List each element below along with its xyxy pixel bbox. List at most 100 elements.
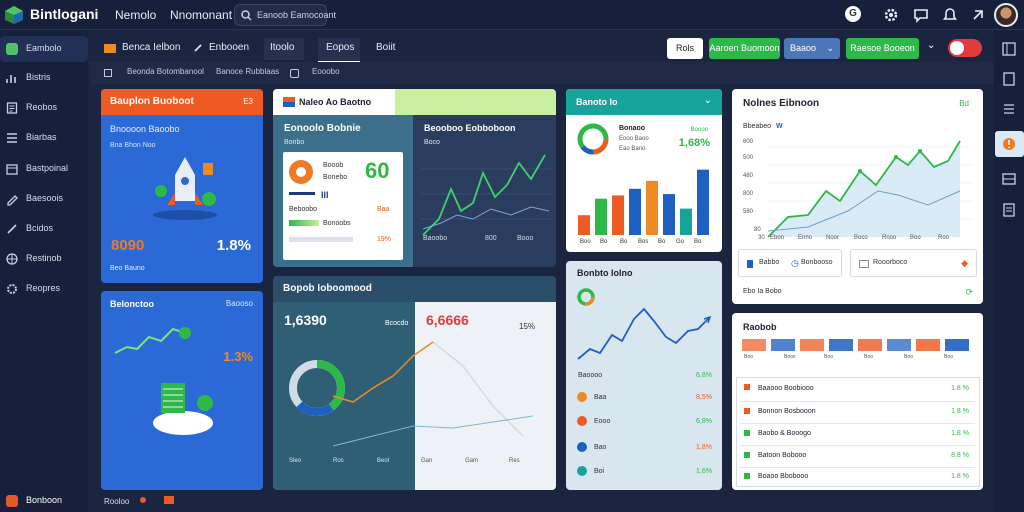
- sidebar-item-2[interactable]: Reobos: [0, 95, 88, 121]
- revenue-footer-box-1[interactable]: Babbo ◷ Bonbooso: [738, 249, 842, 277]
- subrow-item-0[interactable]: Beonda Botombanool: [127, 67, 204, 76]
- tab-2[interactable]: Eopos: [326, 42, 355, 53]
- toggle-switch[interactable]: [948, 39, 982, 57]
- kpi-card-code: E3: [243, 97, 253, 106]
- trend-card: Bonbto Iolno Baoooo 6,8% Baa 8,5% Eooo 6…: [566, 261, 722, 490]
- search-input[interactable]: Eanoob Eamocoant: [234, 4, 336, 26]
- kpi-card: Bauplon Buoboot E3 Bnoooon Baoobo Bna Bh…: [101, 89, 263, 283]
- revenue-x-6: Roo: [938, 235, 950, 241]
- nav-item-2[interactable]: Nnomonant: [170, 8, 233, 22]
- revenue-y-4: 580: [743, 209, 754, 215]
- chart-circle-icon: [289, 160, 313, 184]
- overview-line-chart: [421, 154, 553, 236]
- bars-axis-3: Bos: [638, 239, 649, 245]
- subrow-item-1[interactable]: Banoce Rubblaas: [216, 67, 280, 76]
- metrics-axis-0: Sleo: [289, 458, 302, 464]
- globe-icon: [6, 253, 18, 265]
- report-row-icons: [744, 384, 750, 479]
- sidebar-bottom-item[interactable]: Bonboon: [0, 490, 88, 512]
- sidebar-item-6[interactable]: Bcidos: [0, 216, 88, 242]
- right-rail: [994, 30, 1024, 512]
- sidebar-item-1[interactable]: Bistris: [0, 65, 88, 91]
- settings-icon[interactable]: [883, 7, 899, 23]
- kpi-percent: 1.8%: [216, 237, 251, 254]
- metrics-axis-2: Beol: [377, 458, 390, 464]
- trend-row-3-value: 1,8%: [696, 444, 712, 451]
- bars-axis-0: Boo: [580, 239, 591, 245]
- nav-item-1[interactable]: Nemolo: [115, 8, 157, 22]
- button-2[interactable]: Aaroen Buomoon: [709, 38, 780, 59]
- chat-icon[interactable]: [913, 7, 929, 23]
- notes-icon[interactable]: [1002, 203, 1016, 217]
- sidebar-item-label: Eambolo: [26, 43, 62, 53]
- trend-line-chart: [577, 307, 712, 360]
- revenue-x-2: Noor: [826, 235, 840, 241]
- sidebar-item-5[interactable]: Baesoois: [0, 186, 88, 212]
- metrics-card-header: Bopob Ioboomood: [273, 276, 556, 302]
- revenue-x-4: Rnoo: [882, 235, 897, 241]
- sidebar-item-0[interactable]: Eambolo: [0, 36, 88, 62]
- button-4[interactable]: Raesoe Booeon: [846, 38, 919, 59]
- sidebar-item-7[interactable]: Restinob: [0, 246, 88, 272]
- chevron-down-icon: ⌄: [826, 43, 834, 53]
- report-row-3-name[interactable]: Batoon Bobooo: [758, 452, 807, 459]
- avatar[interactable]: [994, 3, 1018, 27]
- report-row-2-name[interactable]: Baobo & Booogo: [758, 430, 811, 437]
- chevron-down-icon[interactable]: ⌄: [927, 40, 936, 51]
- trend-title: Bonbto Iolno: [577, 268, 633, 278]
- refresh-icon[interactable]: ⟳: [965, 287, 973, 297]
- inbox-icon[interactable]: [1002, 172, 1016, 186]
- widget-big-number: 60: [365, 158, 390, 183]
- metrics-left-value: 1,6390: [284, 312, 327, 328]
- widget-stat-1: 19%: [377, 236, 392, 243]
- report-bar-0: [742, 339, 766, 351]
- dashboard-icon: [6, 43, 18, 55]
- revenue-right: Bd: [959, 99, 969, 108]
- chevron-down-icon[interactable]: ⌄: [703, 95, 712, 106]
- bell-icon[interactable]: [970, 7, 986, 23]
- sidebar-item-label: Baesoois: [26, 193, 64, 203]
- bars-axis-6: Bo: [694, 239, 702, 245]
- report-row-4-name[interactable]: Boaoo Bbobooo: [758, 473, 809, 480]
- list-icon[interactable]: [1002, 102, 1016, 116]
- sidebar-bottom-label: Bonboon: [26, 495, 63, 505]
- trend-row-4-label: Boi: [594, 468, 605, 475]
- toggle-knob: [950, 41, 964, 55]
- overview-right-title: Beooboo Eobboboon: [424, 123, 516, 133]
- button-1[interactable]: Rols: [667, 38, 703, 59]
- dropdown-button[interactable]: Baaoo ⌄: [784, 38, 840, 59]
- document-icon[interactable]: [1002, 72, 1016, 86]
- search-icon: [241, 10, 252, 21]
- profile-badge[interactable]: G: [845, 6, 861, 22]
- puzzle-icon: ◆: [961, 258, 968, 268]
- subtoolbar: [90, 62, 994, 84]
- bars-axis-2: Bo: [620, 239, 628, 245]
- image-icon: [859, 260, 869, 268]
- sidebar-item-8[interactable]: Reopres: [0, 276, 88, 302]
- square-icon[interactable]: [290, 69, 299, 78]
- toolbar-title: Benca Ielbon: [122, 42, 181, 53]
- kpi-card-title: Bauplon Buoboot: [110, 96, 194, 107]
- app-title: Bintlogani: [30, 6, 99, 22]
- report-row-0-name[interactable]: Baaooo Boobiooo: [758, 385, 814, 392]
- tab-3[interactable]: Boiit: [376, 42, 396, 53]
- alert-icon[interactable]: [1002, 137, 1016, 151]
- app-logo-icon: [4, 5, 24, 25]
- trend-row-0-value: 6,8%: [696, 372, 712, 379]
- subrow-item-2[interactable]: Eooobo: [312, 67, 340, 76]
- bars-axis-5: Go: [676, 239, 685, 245]
- report-bar-label-4: Boo: [904, 354, 913, 360]
- notification-icon[interactable]: [942, 7, 958, 23]
- overview-right-sub: Boco: [424, 139, 440, 146]
- checkbox-icon[interactable]: [104, 69, 112, 77]
- kpi-subtitle: Bnoooon Baoobo: [110, 124, 180, 134]
- sidebar-item-4[interactable]: Bastpoinal: [0, 156, 88, 182]
- sidebar-item-3[interactable]: Biarbas: [0, 125, 88, 151]
- report-row-1-name[interactable]: Bonnon Bosbooon: [758, 408, 816, 415]
- tab-0[interactable]: Enbooen: [209, 42, 250, 53]
- kpi-card-header: Bauplon Buoboot E3: [101, 89, 263, 115]
- panel-icon[interactable]: [1002, 42, 1016, 56]
- revenue-footer-box-2[interactable]: Rooorboco ◆: [850, 249, 977, 277]
- tab-1[interactable]: Itoolo: [270, 42, 295, 53]
- status-dot-icon: [140, 497, 146, 503]
